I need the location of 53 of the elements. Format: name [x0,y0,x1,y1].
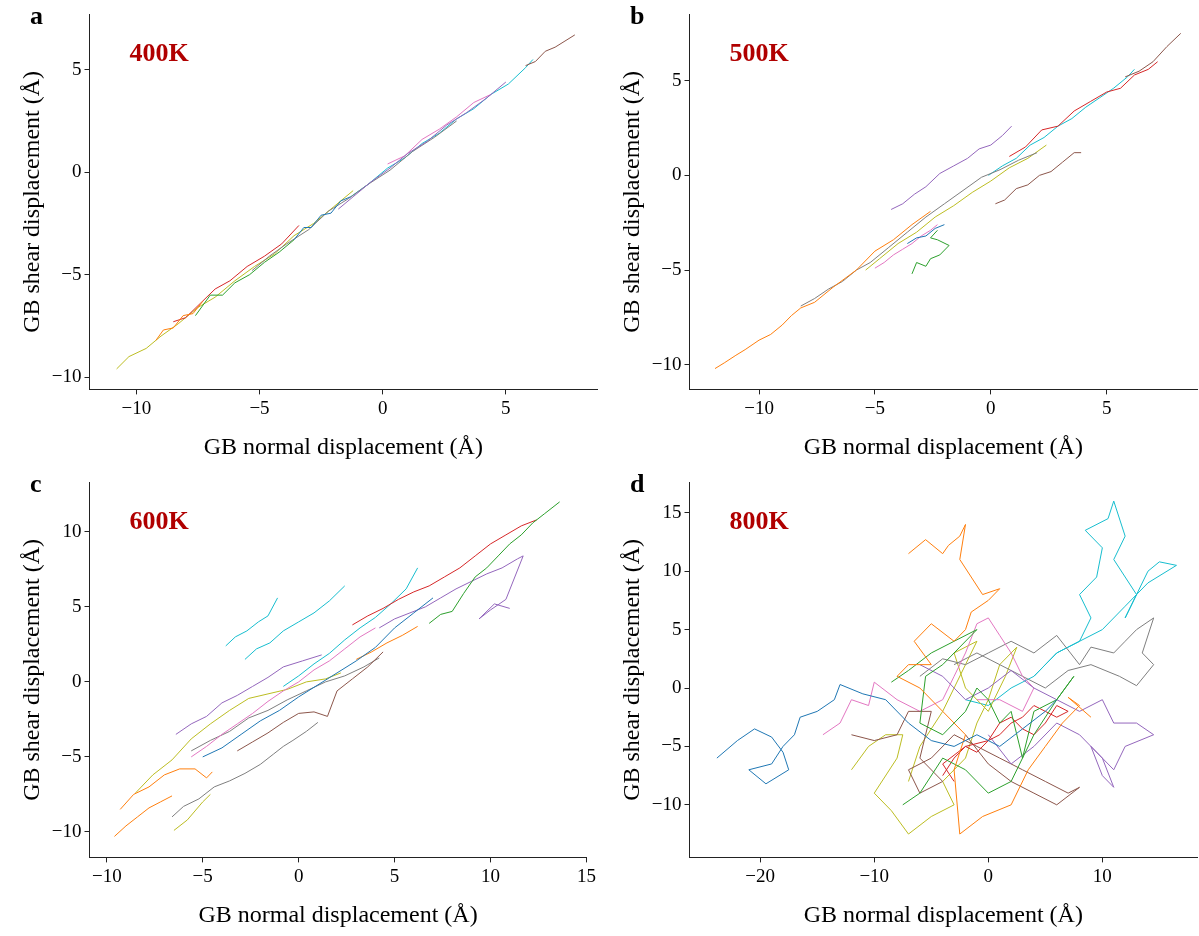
x-tick-label: −5 [192,864,213,886]
y-tick-label: −5 [661,258,682,280]
y-tick-label: −10 [51,365,82,387]
y-axis-title: GB shear displacement (Å) [17,538,44,801]
x-tick-label: 10 [481,864,501,886]
x-tick-label: −10 [744,396,774,418]
x-tick-label: 5 [389,864,400,886]
y-tick-label: 5 [672,617,682,639]
y-tick-label: 5 [672,68,682,90]
x-tick-label: 10 [1092,864,1112,886]
annotation: 500K [729,38,790,68]
text: b [630,0,645,30]
y-tick-label: −10 [651,352,682,374]
x-tick-label: 0 [293,864,304,886]
text: a [30,0,43,30]
y-tick-label: 0 [72,160,82,182]
y-tick-label: 5 [72,57,82,79]
text: c [30,468,42,498]
annotation: 400K [129,38,190,68]
y-tick-label: 10 [662,559,682,581]
y-axis-title: GB shear displacement (Å) [17,70,44,333]
annotation: 600K [129,506,190,536]
y-tick-label: 0 [72,669,82,691]
text: d [630,468,645,498]
y-axis-title: GB shear displacement (Å) [617,70,644,333]
x-tick-label: −20 [745,864,776,886]
x-tick-label: 5 [1101,396,1112,418]
x-tick-label: 0 [983,864,994,886]
x-tick-label: −10 [121,396,152,418]
x-tick-label: 15 [577,864,596,886]
y-tick-label: −5 [61,262,82,284]
y-tick-label: −5 [61,744,82,766]
x-tick-label: 0 [377,396,388,418]
x-tick-label: −10 [91,864,122,886]
y-tick-label: 0 [672,675,682,697]
y-tick-label: 5 [72,594,82,616]
x-tick-label: 5 [501,396,511,418]
x-tick-label: −5 [864,396,886,418]
x-axis-title: GB normal displacement (Å) [198,900,478,927]
x-axis-title: GB normal displacement (Å) [803,900,1083,927]
y-tick-label: 15 [662,500,682,522]
y-tick-label: 10 [62,519,82,541]
y-tick-label: −5 [661,734,682,756]
y-tick-label: 0 [672,163,682,185]
x-axis-title: GB normal displacement (Å) [803,432,1083,459]
x-tick-label: 0 [986,396,996,418]
x-axis-title: GB normal displacement (Å) [203,432,483,459]
x-tick-label: −5 [249,396,270,418]
y-axis-title: GB shear displacement (Å) [617,538,644,801]
annotation: 800K [729,506,790,536]
y-tick-label: −10 [51,819,82,841]
x-tick-label: −10 [859,864,890,886]
y-tick-label: −10 [651,792,682,814]
